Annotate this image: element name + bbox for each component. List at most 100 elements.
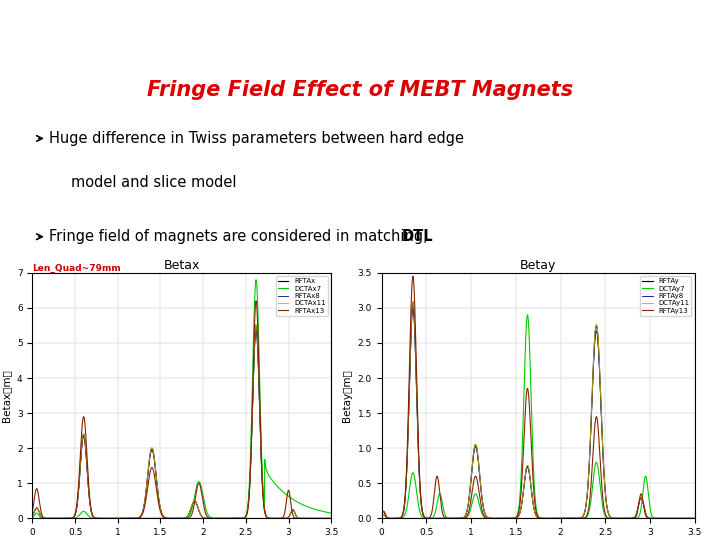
DCTAy11 [624,515,633,522]
Text: Len_Quad~79mm: Len_Quad~79mm [32,264,121,273]
RFTAy8 [690,515,699,522]
Title: Betax: Betax [163,259,200,272]
DCTAy7 [393,515,402,522]
DCTAy11 [690,515,699,522]
RFTAx8 [43,515,52,522]
DCTAx7 [130,515,139,522]
RFTAx [43,515,52,522]
RFTAy [624,515,633,522]
RFTAy8 [521,470,530,476]
RFTAx13 [318,515,327,522]
RFTAy13 [624,515,633,522]
Text: transport efficiency： 96%↙99%: transport efficiency： 96%↙99% [71,273,330,288]
RFTAx [252,322,261,329]
Legend: RFTAy, DCTAy7, RFTAy8, DCTAy11, RFTAy13: RFTAy, DCTAy7, RFTAy8, DCTAy11, RFTAy13 [640,276,691,316]
DCTAy7 [624,515,633,522]
RFTAy13 [690,515,699,522]
DCTAx7 [174,515,182,522]
Title: Betay: Betay [520,259,557,272]
DCTAx11 [327,515,336,522]
Legend: RFTAx, DCTAx7, RFTAx8, DCTAx11, RFTAx13: RFTAx, DCTAx7, RFTAx8, DCTAx11, RFTAx13 [276,276,328,316]
RFTAy13 [377,511,386,517]
Line: DCTAx7: DCTAx7 [32,280,331,518]
RFTAy8 [409,306,418,312]
RFTAx [264,515,272,521]
DCTAy7 [530,478,539,484]
DCTAy11 [377,511,386,517]
RFTAx8 [166,515,174,522]
DCTAx11 [252,321,261,328]
DCTAx11 [264,515,272,521]
RFTAy8 [682,515,690,522]
DCTAx7 [43,515,52,522]
Text: model and slice model: model and slice model [71,175,236,190]
DCTAy7 [690,515,699,522]
Line: RFTAx13: RFTAx13 [32,301,331,518]
RFTAy [409,299,418,306]
RFTAy8 [530,506,539,512]
RFTAx13 [166,515,174,522]
DCTAx7 [166,515,174,522]
Y-axis label: Betax（m）: Betax（m） [1,369,12,422]
DCTAx11 [28,512,37,519]
RFTAy [377,511,386,517]
RFTAy [521,468,530,475]
Line: RFTAy: RFTAy [382,302,695,518]
DCTAy7 [521,338,530,344]
Text: China Spallation Neutron Source: China Spallation Neutron Source [532,40,698,49]
DCTAx7 [264,471,272,477]
DCTAy11 [530,505,539,512]
RFTAy13 [393,515,402,522]
Text: CHINESE ACADEMY OF SCIENCES: CHINESE ACADEMY OF SCIENCES [0,42,81,47]
Line: RFTAy13: RFTAy13 [382,276,695,518]
RFTAx [318,515,327,522]
DCTAy11 [682,515,690,522]
DCTAx7 [28,515,37,521]
DCTAx11 [318,515,327,522]
DCTAx7 [318,508,327,515]
DCTAy11 [409,298,418,305]
RFTAx8 [318,515,327,522]
Text: DTL: DTL [402,230,433,244]
RFTAy13 [521,400,530,406]
RFTAx8 [318,515,327,522]
Text: 散裂中子源: 散裂中子源 [649,9,698,26]
DCTAy11 [393,515,402,522]
DCTAy7 [682,515,690,522]
RFTAx8 [28,512,37,519]
RFTAx [327,515,336,522]
Line: RFTAy8: RFTAy8 [382,309,695,518]
RFTAx [318,515,327,522]
Line: DCTAy7: DCTAy7 [382,315,695,518]
DCTAy11 [681,515,690,522]
RFTAx13 [252,298,261,304]
RFTAx8 [174,515,182,522]
RFTAy13 [530,491,539,498]
RFTAy [530,505,539,512]
Text: Fringe field of magnets are considered in matching,: Fringe field of magnets are considered i… [49,230,432,244]
RFTAy8 [393,515,402,522]
RFTAx13 [318,515,327,522]
Line: DCTAx11: DCTAx11 [32,325,331,518]
RFTAy13 [409,273,418,280]
Y-axis label: Betay（m）: Betay（m） [342,369,352,422]
DCTAx7 [318,508,327,515]
RFTAx [28,512,37,519]
RFTAy [690,515,699,522]
DCTAx7 [252,276,261,283]
DCTAx7 [327,510,336,516]
RFTAx13 [264,515,272,521]
RFTAx8 [327,515,336,522]
RFTAx [166,515,174,522]
DCTAx11 [174,515,182,522]
RFTAy [681,515,690,522]
Line: DCTAy11: DCTAy11 [382,301,695,518]
DCTAy7 [377,513,386,519]
RFTAy8 [377,511,386,517]
RFTAy [393,515,402,522]
DCTAx11 [166,515,174,522]
Text: Huge difference in Twiss parameters between hard edge: Huge difference in Twiss parameters betw… [49,131,464,146]
DCTAx11 [43,515,52,522]
DCTAy7 [523,312,532,318]
RFTAx8 [252,328,261,334]
